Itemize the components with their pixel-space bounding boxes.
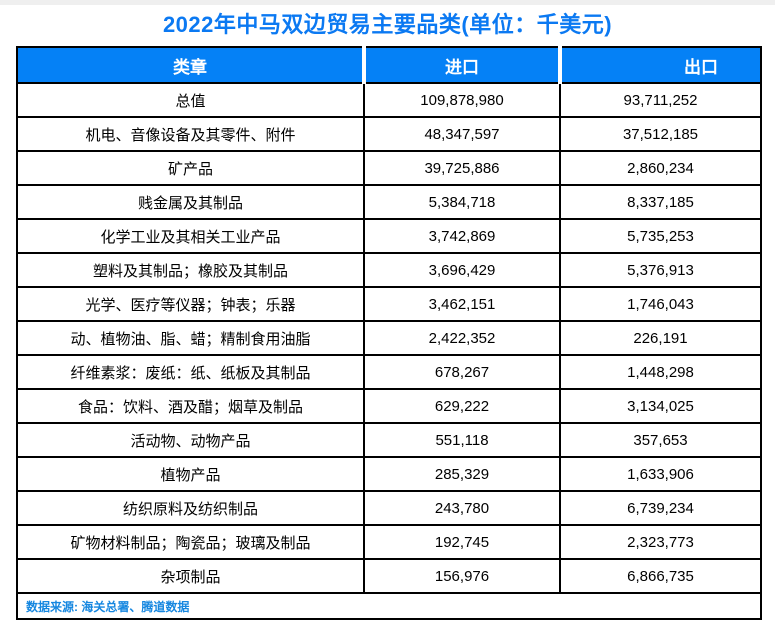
table-row: 总值 109,878,980 93,711,252 <box>16 82 762 118</box>
table-row: 化学工业及其相关工业产品 3,742,869 5,735,253 <box>16 218 762 254</box>
export-value-cell: 5,376,913 <box>559 252 762 288</box>
footer-row: 数据来源: 海关总署、腾道数据 <box>17 593 761 619</box>
export-value-cell: 37,512,185 <box>559 116 762 152</box>
export-value-cell: 8,337,185 <box>559 184 762 220</box>
category-cell: 杂项制品 <box>16 558 365 594</box>
export-value-cell: 2,860,234 <box>559 150 762 186</box>
import-value-cell: 156,976 <box>363 558 561 594</box>
category-cell: 光学、医疗等仪器；钟表；乐器 <box>16 286 365 322</box>
export-value-cell: 6,739,234 <box>559 490 762 526</box>
export-value-cell: 1,448,298 <box>559 354 762 390</box>
export-value-cell: 1,633,906 <box>559 456 762 492</box>
import-value-cell: 5,384,718 <box>363 184 561 220</box>
import-value-cell: 192,745 <box>363 524 561 560</box>
export-value-cell: 6,866,735 <box>559 558 762 594</box>
category-cell: 化学工业及其相关工业产品 <box>16 218 365 254</box>
import-value-cell: 285,329 <box>363 456 561 492</box>
table-row: 矿产品 39,725,886 2,860,234 <box>16 150 762 186</box>
export-value-cell: 2,323,773 <box>559 524 762 560</box>
export-value-cell: 93,711,252 <box>559 82 762 118</box>
category-cell: 机电、音像设备及其零件、附件 <box>16 116 365 152</box>
export-value-cell: 226,191 <box>559 320 762 356</box>
export-value-cell: 1,746,043 <box>559 286 762 322</box>
table-row: 活动物、动物产品 551,118 357,653 <box>16 422 762 458</box>
table-body: 总值 109,878,980 93,711,252 机电、音像设备及其零件、附件 48,… <box>16 82 762 594</box>
header-cell-category: 类章 <box>17 47 364 83</box>
table-row: 动、植物油、脂、蜡；精制食用油脂 2,422,352 226,191 <box>16 320 762 356</box>
table-row: 杂项制品 156,976 6,866,735 <box>16 558 762 594</box>
trade-table: 类章 进口 出口 总值 109,878,980 93,711,252 机电、音像设备及… <box>16 46 762 620</box>
import-value-cell: 3,462,151 <box>363 286 561 322</box>
table-row: 纺织原料及纺织制品 243,780 6,739,234 <box>16 490 762 526</box>
page-title: 2022年中马双边贸易主要品类(单位：千美元) <box>162 12 613 37</box>
category-cell: 矿物材料制品；陶瓷品；玻璃及制品 <box>16 524 365 560</box>
import-value-cell: 109,878,980 <box>363 82 561 118</box>
import-value-cell: 629,222 <box>363 388 561 424</box>
category-cell: 纤维素浆：废纸：纸、纸板及其制品 <box>16 354 365 390</box>
category-cell: 矿产品 <box>16 150 365 186</box>
category-cell: 植物产品 <box>16 456 365 492</box>
export-value-cell: 5,735,253 <box>559 218 762 254</box>
import-value-cell: 678,267 <box>363 354 561 390</box>
table-row: 塑料及其制品；橡胶及其制品 3,696,429 5,376,913 <box>16 252 762 288</box>
table-row: 食品：饮料、酒及醋；烟草及制品 629,222 3,134,025 <box>16 388 762 424</box>
data-source-note: 数据来源: 海关总署、腾道数据 <box>26 599 190 614</box>
table-row: 纤维素浆：废纸：纸、纸板及其制品 678,267 1,448,298 <box>16 354 762 390</box>
table-row: 贱金属及其制品 5,384,718 8,337,185 <box>16 184 762 220</box>
header-row: 类章 进口 出口 <box>17 47 761 83</box>
category-cell: 贱金属及其制品 <box>16 184 365 220</box>
table-row: 矿物材料制品；陶瓷品；玻璃及制品 192,745 2,323,773 <box>16 524 762 560</box>
category-cell: 塑料及其制品；橡胶及其制品 <box>16 252 365 288</box>
category-cell: 食品：饮料、酒及醋；烟草及制品 <box>16 388 365 424</box>
export-value-cell: 3,134,025 <box>559 388 762 424</box>
table-row: 植物产品 285,329 1,633,906 <box>16 456 762 492</box>
category-cell: 纺织原料及纺织制品 <box>16 490 365 526</box>
category-cell: 活动物、动物产品 <box>16 422 365 458</box>
window-edge-strip <box>0 0 775 5</box>
import-value-cell: 3,742,869 <box>363 218 561 254</box>
export-value-cell: 357,653 <box>559 422 762 458</box>
import-value-cell: 551,118 <box>363 422 561 458</box>
table-footer: 数据来源: 海关总署、腾道数据 <box>17 593 761 619</box>
import-value-cell: 3,696,429 <box>363 252 561 288</box>
table-row: 机电、音像设备及其零件、附件 48,347,597 37,512,185 <box>16 116 762 152</box>
table-header: 类章 进口 出口 <box>17 47 761 83</box>
header-cell-export: 出口 <box>558 47 761 83</box>
header-cell-import: 进口 <box>362 47 560 83</box>
import-value-cell: 48,347,597 <box>363 116 561 152</box>
import-value-cell: 39,725,886 <box>363 150 561 186</box>
table-row: 光学、医疗等仪器；钟表；乐器 3,462,151 1,746,043 <box>16 286 762 322</box>
import-value-cell: 2,422,352 <box>363 320 561 356</box>
import-value-cell: 243,780 <box>363 490 561 526</box>
category-cell: 动、植物油、脂、蜡；精制食用油脂 <box>16 320 365 356</box>
category-cell: 总值 <box>16 82 365 118</box>
